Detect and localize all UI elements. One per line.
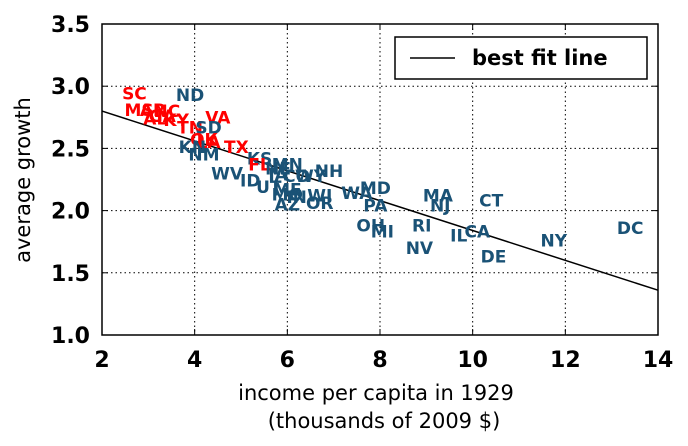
state-label-mo: MO (272, 185, 303, 205)
x-tick-label: 8 (372, 348, 387, 373)
state-label-nd: ND (176, 86, 204, 106)
y-tick-label: 3.5 (51, 13, 90, 38)
state-label-va: VA (205, 108, 231, 128)
y-tick-label: 1.5 (51, 262, 90, 287)
state-label-il: IL (450, 226, 467, 246)
state-label-ga: GA (149, 107, 177, 127)
state-label-tn: TN (177, 118, 203, 138)
state-label-ar: AR (140, 101, 166, 121)
state-label-al: AL (143, 110, 167, 130)
state-label-me: ME (273, 180, 302, 200)
state-label-ia: IA (268, 166, 288, 186)
state-label-tx: TX (224, 138, 249, 158)
state-label-ny: NY (540, 231, 567, 251)
legend: best fit line (394, 36, 648, 80)
state-label-nm: NM (188, 146, 219, 166)
x-axis-label-line1: income per capita in 1929 (238, 381, 514, 405)
x-tick-label: 12 (550, 348, 581, 373)
x-tick-label: 2 (94, 348, 109, 373)
state-label-id: ID (240, 172, 260, 192)
state-label-ut: UT (256, 178, 282, 198)
axis-ticks: 2 4 6 8 10 12 14 1.0 1.5 2.0 2.5 3.0 3.5 (51, 13, 673, 373)
state-label-oh: OH (356, 217, 385, 237)
x-tick-label: 6 (280, 348, 295, 373)
state-label-ne: NE (265, 159, 291, 179)
state-label-nh: NH (315, 162, 343, 182)
state-label-ks: KS (247, 149, 272, 169)
state-label-co: CO (283, 167, 310, 187)
state-label-sd: SD (195, 118, 221, 138)
state-label-ca: CA (464, 223, 490, 243)
state-label-wy: WY (295, 167, 327, 187)
state-label-nv: NV (406, 239, 434, 259)
state-label-la: LA (197, 133, 222, 153)
state-label-ky: KY (163, 111, 189, 131)
state-label-nj: NJ (430, 197, 451, 217)
state-label-nc: NC (154, 102, 181, 122)
x-tick-label: 14 (643, 348, 674, 373)
state-label-wa: WA (341, 184, 373, 204)
state-label-fl: FL (248, 156, 271, 176)
y-tick-label: 1.0 (51, 324, 90, 349)
state-label-ri: RI (412, 217, 431, 237)
state-label-mn: MN (272, 156, 303, 176)
x-tick-label: 4 (187, 348, 202, 373)
state-label-md: MD (360, 179, 391, 199)
legend-entry-best-fit: best fit line (472, 46, 608, 70)
state-label-wv: WV (211, 164, 244, 184)
state-label-ok: OK (190, 131, 218, 151)
state-label-sc: SC (122, 85, 147, 105)
state-label-or: OR (306, 194, 334, 214)
state-label-ma: MA (423, 187, 454, 207)
state-label-dc: DC (617, 219, 644, 239)
x-tick-label: 10 (457, 348, 488, 373)
best-fit-line (101, 110, 659, 291)
y-tick-label: 2.0 (51, 200, 90, 225)
state-label-ms: MS (124, 101, 153, 121)
state-label-pa: PA (363, 197, 388, 217)
state-label-kn: KN (179, 138, 206, 158)
state-label-de: DE (481, 248, 507, 268)
state-label-az: AZ (275, 195, 300, 215)
state-label-wi: WI (307, 187, 332, 207)
x-axis-label-line2: (thousands of 2009 $) (268, 409, 501, 433)
state-label-mi: MI (371, 223, 394, 243)
y-tick-label: 2.5 (51, 137, 90, 162)
y-tick-label: 3.0 (51, 75, 90, 100)
y-axis-label: average growth (11, 97, 35, 263)
state-label-ct: CT (479, 192, 503, 212)
state-label-in: IN (286, 188, 307, 208)
